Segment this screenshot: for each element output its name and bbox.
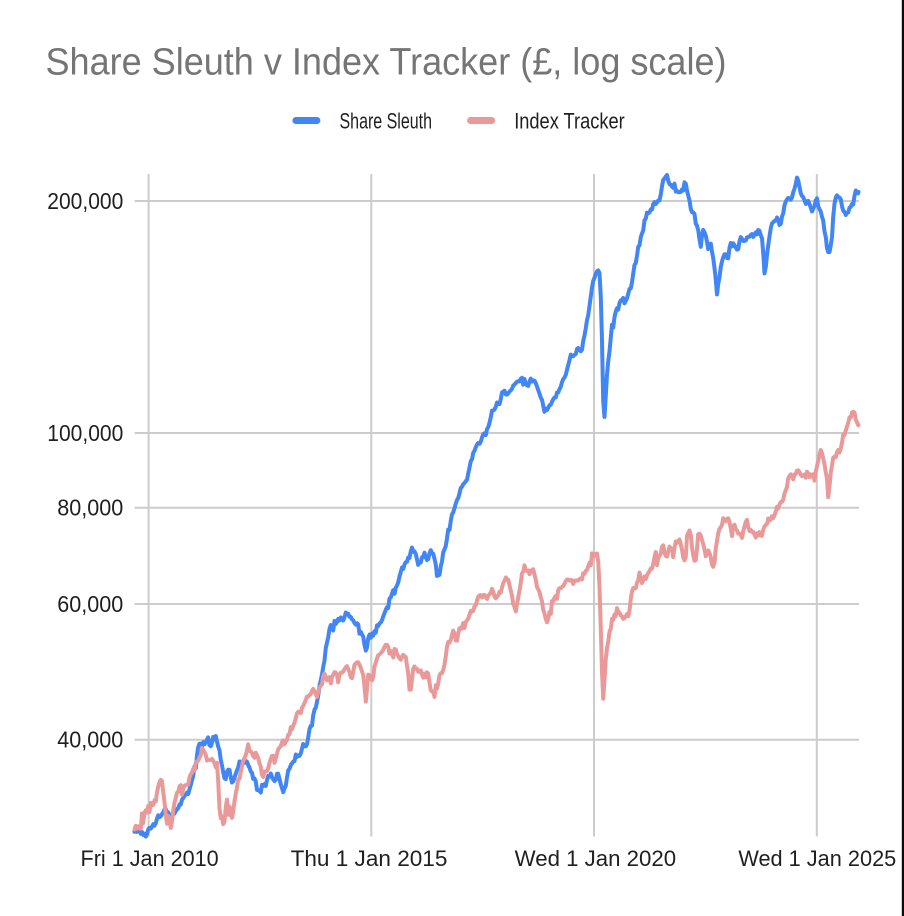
svg-text:Fri 1 Jan 2010: Fri 1 Jan 2010 [81, 846, 219, 871]
svg-text:200,000: 200,000 [47, 188, 123, 214]
svg-text:Wed 1 Jan 2025: Wed 1 Jan 2025 [738, 846, 896, 871]
svg-text:40,000: 40,000 [57, 727, 123, 753]
svg-text:Share Sleuth: Share Sleuth [340, 109, 433, 134]
svg-text:Wed 1 Jan 2020: Wed 1 Jan 2020 [515, 846, 677, 871]
svg-text:Thu 1 Jan 2015: Thu 1 Jan 2015 [291, 846, 448, 871]
svg-text:80,000: 80,000 [57, 495, 123, 521]
svg-text:Share Sleuth v Index Tracker (: Share Sleuth v Index Tracker (£, log sca… [46, 42, 727, 84]
svg-text:60,000: 60,000 [57, 591, 123, 617]
svg-text:Index Tracker: Index Tracker [514, 109, 625, 134]
svg-text:100,000: 100,000 [47, 420, 123, 446]
